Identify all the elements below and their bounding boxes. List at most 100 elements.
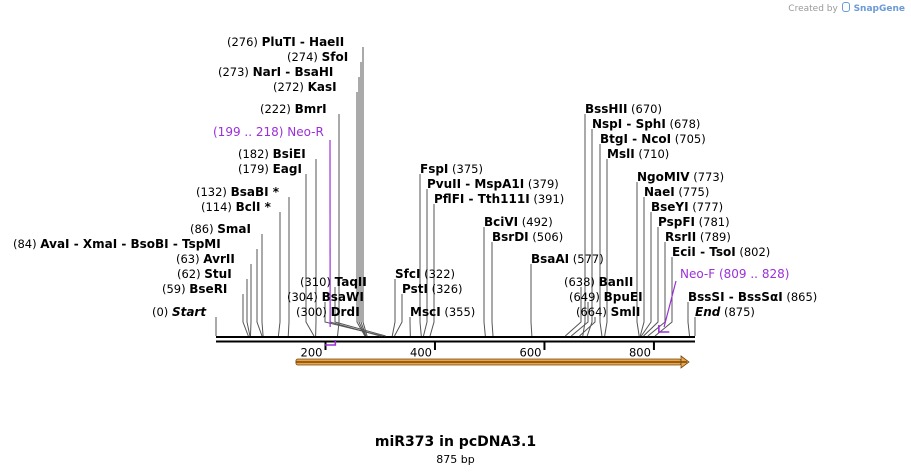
site-labels: (276) PluTI - HaeII(274) SfoI(273) NarI … [13,35,817,319]
site-pos-bsaai: (577) [569,252,604,266]
ruler-tick-label-200: 200 [301,345,323,359]
site-label-bsawi[interactable]: (304) BsaWI [287,290,364,304]
snapgene-logo-icon [841,2,850,12]
primer-name-neo-r: Neo-R [287,125,324,139]
site-label-pvuii-mspa1i[interactable]: PvuII - MspA1I (379) [427,177,559,191]
site-label-taqii[interactable]: (310) TaqII [300,275,367,289]
site-pos-naei: (775) [675,185,710,199]
site-name-naei: NaeI [644,185,675,199]
site-pos-smli: (664) [576,305,611,319]
site-label-nspi-sphi[interactable]: NspI - SphI (678) [592,117,700,131]
site-label-bsabi[interactable]: (132) BsaBI * [196,185,280,199]
site-name-psti: PstI [402,282,428,296]
site-pos-fspi: (375) [448,162,483,176]
leader-fspi [419,174,422,337]
site-pos-bsssi-bsss-i: (865) [783,290,818,304]
site-label-drdi[interactable]: (300) DrdI [296,305,360,319]
site-name-end: End [695,305,721,319]
site-label-kasi[interactable]: (272) KasI [273,80,337,94]
site-pos-msci: (355) [441,305,476,319]
leader-psti [394,294,403,337]
site-label-msli[interactable]: MslI (710) [607,147,669,161]
site-pos-start: (0) [152,305,172,319]
site-label-pflfi-tth111i[interactable]: PflFI - Tth111I (391) [434,192,564,206]
site-name-banii: BanII [599,275,634,289]
site-name-nspi-sphi: NspI - SphI [592,117,666,131]
site-label-bseri[interactable]: (59) BseRI [162,282,227,296]
site-pos-end: (875) [720,305,755,319]
site-pos-drdi: (300) [296,305,331,319]
site-label-smli[interactable]: (664) SmlI [576,305,640,319]
site-pos-rsrii: (789) [696,230,731,244]
site-name-sfoi: SfoI [322,50,349,64]
site-pos-avai-xmai-bsobi-tspmi: (84) [13,237,40,251]
site-label-msci[interactable]: MscI (355) [410,305,475,319]
site-label-bmri[interactable]: (222) BmrI [260,102,327,116]
site-label-start[interactable]: (0) Start [152,305,207,319]
site-label-naei[interactable]: NaeI (775) [644,185,709,199]
site-label-bcivi[interactable]: BciVI (492) [484,215,553,229]
leader-smai [261,234,264,337]
site-label-sfoi[interactable]: (274) SfoI [287,50,348,64]
primer-mark-neo-f[interactable] [658,325,670,333]
leader-bsrdi [491,242,494,337]
site-label-smai[interactable]: (86) SmaI [190,222,251,236]
site-label-ngomiv[interactable]: NgoMIV (773) [637,170,724,184]
site-label-stui[interactable]: (62) StuI [177,267,232,281]
site-label-btgi-ncoi[interactable]: BtgI - NcoI (705) [600,132,706,146]
site-pos-bsshii: (670) [627,102,662,116]
site-leaders [215,47,696,337]
primer-mark-neo-r[interactable] [324,340,337,346]
leader-bcivi [483,227,486,337]
site-label-sfci[interactable]: SfcI (322) [395,267,455,281]
site-name-bcivi: BciVI [484,215,518,229]
site-label-bsrdi[interactable]: BsrDI (506) [492,230,563,244]
site-name-avai-xmai-bsobi-tspmi: AvaI - XmaI - BsoBI - TspMI [40,237,220,251]
leader-ngomiv [636,182,640,337]
site-label-bcli[interactable]: (114) BclI * [201,200,272,214]
primer-label-neo-r[interactable]: (199 .. 218) Neo-R [213,125,324,139]
site-pos-bseri: (59) [162,282,189,296]
site-label-banii[interactable]: (638) BanII [564,275,633,289]
site-name-bseyi: BseYI [651,200,689,214]
site-label-bsssi-bsss-i[interactable]: BssSI - BssSαI (865) [688,290,817,304]
site-name-bmri: BmrI [295,102,327,116]
site-label-ecii-tsoi[interactable]: EciI - TsoI (802) [672,245,770,259]
site-label-bsaai[interactable]: BsaAI (577) [531,252,604,266]
site-label-pluti-haeii[interactable]: (276) PluTI - HaeII [227,35,344,49]
leader-avai-xmai-bsobi-tspmi [256,249,263,337]
site-label-bseyi[interactable]: BseYI (777) [651,200,723,214]
ruler: 200 400 600 800 [301,342,655,359]
site-name-rsrii: RsrII [665,230,696,244]
leader-bpuei [570,302,589,337]
site-label-bpuei[interactable]: (649) BpuEI [569,290,643,304]
site-pos-bsiei: (182) [238,147,273,161]
plasmid-name: miR373 in pcDNA3.1 [374,434,537,450]
primer-range-neo-f: (809 .. 828) [715,267,789,281]
leader-sfci [391,279,396,337]
site-label-eagi[interactable]: (179) EagI [238,162,302,176]
site-label-nari-bsahi[interactable]: (273) NarI - BsaHI [218,65,333,79]
leader-bmri [337,114,340,337]
site-label-pspfi[interactable]: PspFI (781) [658,215,730,229]
site-pos-btgi-ncoi: (705) [671,132,706,146]
primer-label-neo-f[interactable]: Neo-F (809 .. 828) [680,267,789,281]
site-pos-ecii-tsoi: (802) [736,245,771,259]
site-label-bsiei[interactable]: (182) BsiEI [238,147,306,161]
site-name-avrii: AvrII [203,252,235,266]
features [295,355,690,369]
site-pos-ngomiv: (773) [690,170,725,184]
site-pos-stui: (62) [177,267,204,281]
site-label-avrii[interactable]: (63) AvrII [176,252,235,266]
site-label-rsrii[interactable]: RsrII (789) [665,230,731,244]
site-label-avai-xmai-bsobi-tspmi[interactable]: (84) AvaI - XmaI - BsoBI - TspMI [13,237,221,251]
leader-bsaai [530,264,533,337]
site-label-end[interactable]: End (875) [695,305,755,319]
site-label-psti[interactable]: PstI (326) [402,282,463,296]
site-name-bsshii: BssHII [585,102,627,116]
leader-taqii [334,287,386,337]
site-label-fspi[interactable]: FspI (375) [420,162,483,176]
site-label-bsshii[interactable]: BssHII (670) [585,102,662,116]
site-name-drdi: DrdI [331,305,360,319]
site-name-pflfi-tth111i: PflFI - Tth111I [434,192,530,206]
